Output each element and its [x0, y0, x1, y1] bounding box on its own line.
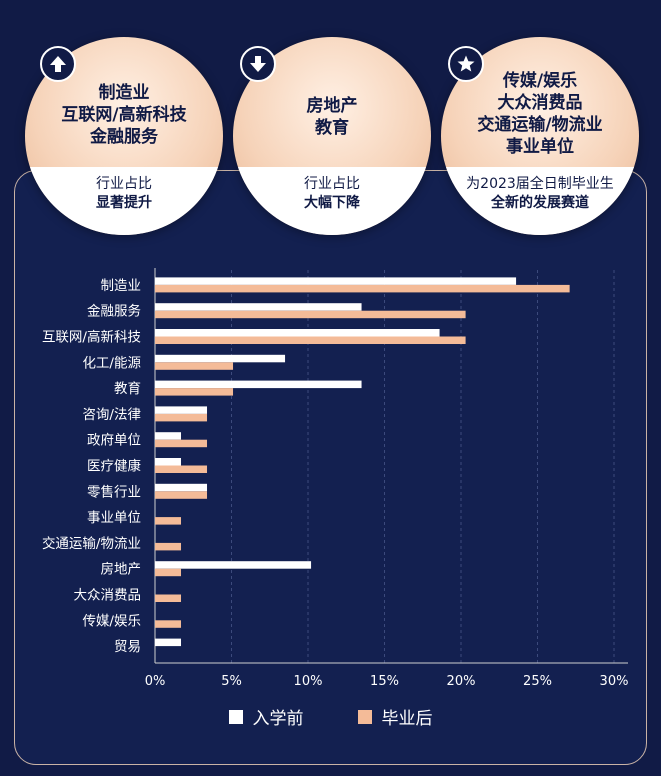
- category-label: 事业单位: [87, 510, 141, 526]
- bar-after: [155, 594, 182, 602]
- bar-before: [155, 406, 208, 414]
- bubble-line: 事业单位: [506, 137, 574, 157]
- bar-before: [155, 277, 517, 285]
- bar-after: [155, 568, 182, 577]
- bubble-subtitle-emphasis: 全新的发展赛道: [491, 195, 589, 211]
- bar-chart: 0% 5% 10% 15% 20% 25% 30% 制造业金融服务互联网/高新科技化工/能源教…: [42, 268, 629, 689]
- x-tick-label: 25%: [523, 674, 552, 689]
- category-label: 制造业: [101, 278, 142, 294]
- x-tick-label: 5%: [221, 674, 242, 689]
- bar-before: [155, 483, 208, 492]
- star-icon: [448, 46, 484, 82]
- bar-after: [155, 413, 208, 422]
- bar-after: [155, 388, 234, 396]
- legend-item-before: 入学前: [228, 704, 304, 729]
- bubble-line: 交通运输/物流业: [477, 115, 603, 135]
- bar-before: [155, 638, 182, 647]
- bar-after: [155, 336, 466, 344]
- category-label: 金融服务: [87, 304, 141, 320]
- bubble-subtitle: 为2023届全日制毕业生: [466, 176, 614, 192]
- bar-before: [155, 458, 182, 466]
- bar-after: [155, 542, 182, 551]
- bubble-subtitle-emphasis: 大幅下降: [304, 195, 360, 211]
- category-label: 贸易: [114, 639, 141, 655]
- category-label: 教育: [114, 381, 141, 397]
- bubble-line: 互联网/高新科技: [61, 105, 187, 125]
- x-tick-label: 0%: [145, 674, 166, 689]
- bubble-line: 金融服务: [90, 127, 158, 147]
- category-label: 化工/能源: [82, 355, 141, 371]
- legend-item-after: 毕业后: [357, 704, 433, 729]
- category-label: 政府单位: [87, 433, 141, 449]
- arrow-down-icon: [240, 46, 276, 82]
- bar-before: [155, 354, 286, 363]
- bubble-line: 大众消费品: [497, 93, 583, 113]
- bar-before: [155, 329, 440, 337]
- x-tick-label: 30%: [600, 674, 629, 689]
- category-label: 房地产: [101, 562, 142, 578]
- chart-panel-frame: [14, 170, 647, 765]
- legend-swatch-after: [357, 709, 372, 724]
- category-label: 互联网/高新科技: [42, 329, 142, 346]
- chart-legend: 入学前 毕业后: [0, 704, 661, 729]
- legend-label-before: 入学前: [252, 709, 304, 729]
- category-label: 交通运输/物流业: [42, 535, 141, 552]
- bubble-subtitle-emphasis: 显著提升: [96, 195, 152, 211]
- category-label: 咨询/法律: [82, 407, 141, 423]
- legend-swatch-before: [228, 709, 243, 724]
- bubble-line: 教育: [315, 118, 349, 138]
- category-label: 大众消费品: [74, 588, 142, 604]
- bar-after: [155, 465, 208, 473]
- bar-after: [155, 362, 234, 370]
- bar-after: [155, 491, 208, 499]
- x-tick-label: 10%: [294, 674, 323, 689]
- bubble-line: 传媒/娱乐: [502, 71, 578, 91]
- bar-before: [155, 380, 362, 389]
- bar-before: [155, 303, 362, 311]
- x-tick-label: 15%: [370, 674, 399, 689]
- bubble-subtitle: 行业占比: [96, 176, 152, 192]
- category-label: 零售行业: [87, 484, 141, 500]
- bar-after: [155, 620, 182, 628]
- category-label: 医疗健康: [87, 458, 141, 475]
- arrow-up-icon: [40, 46, 76, 82]
- bar-after: [155, 439, 208, 448]
- bar-after: [155, 310, 466, 319]
- bubble-subtitle: 行业占比: [304, 176, 360, 192]
- bubble-line: 制造业: [98, 83, 150, 103]
- x-tick-label: 20%: [447, 674, 476, 689]
- bar-after: [155, 517, 182, 525]
- category-label: 传媒/娱乐: [82, 613, 141, 629]
- bubble-line: 房地产: [306, 96, 358, 116]
- bar-before: [155, 432, 182, 440]
- legend-label-after: 毕业后: [381, 709, 433, 729]
- bar-before: [155, 561, 312, 569]
- bar-after: [155, 284, 570, 293]
